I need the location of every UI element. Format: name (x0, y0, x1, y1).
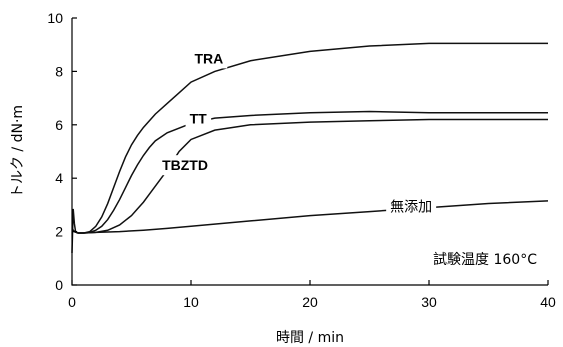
series-line-TRA (71, 42, 548, 234)
x-tick-label: 0 (68, 294, 76, 310)
series-label-TRA: TRA (194, 50, 223, 66)
x-axis-title: 時間 / min (276, 330, 344, 346)
y-tick-label: 6 (55, 117, 63, 133)
y-tick-label: 10 (47, 10, 63, 26)
series-label-bg (185, 108, 212, 129)
series-label-bg (190, 48, 228, 69)
y-axis-title: トルク / dN·m (10, 105, 26, 198)
x-tick-label: 30 (421, 294, 437, 310)
axis-lines (71, 18, 548, 286)
series-label-無添加: 無添加 (390, 200, 432, 216)
x-tick-label: 20 (302, 294, 318, 310)
series-line-TT (71, 110, 548, 234)
test-temperature-annotation: 試験温度 160°C (433, 252, 537, 268)
series-group (71, 42, 549, 253)
y-tick-label: 8 (55, 63, 63, 79)
y-tick-label: 4 (55, 170, 63, 186)
series-label-TBZTD: TBZTD (162, 157, 208, 173)
y-tick-label: 0 (55, 277, 63, 293)
series-label-group: TRA TT TBZTD 無添加 (158, 48, 437, 218)
axes-group: 0 2 4 6 8 10 0 10 20 30 40 (47, 10, 556, 310)
series-label-TT: TT (190, 110, 208, 126)
x-tick-label: 10 (183, 294, 199, 310)
series-line-無添加 (71, 200, 549, 253)
series-label-bg (386, 197, 437, 218)
y-tick-label: 2 (55, 224, 63, 240)
series-label-bg (158, 155, 212, 176)
x-tick-label: 40 (540, 294, 556, 310)
